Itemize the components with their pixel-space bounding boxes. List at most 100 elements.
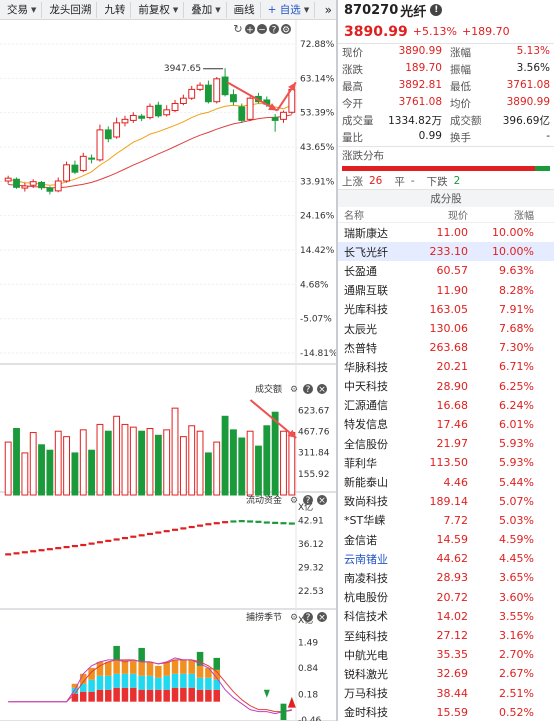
component-row[interactable]: 瑞斯康达 11.00 10.00%: [338, 223, 554, 242]
season-axis-label: 1.49: [298, 638, 318, 648]
component-row[interactable]: 太辰光 130.06 7.68%: [338, 319, 554, 338]
toolbar-button-label: 交易: [7, 4, 28, 16]
component-change: 3.60%: [499, 590, 534, 604]
help-icon[interactable]: ?: [306, 385, 311, 395]
component-row[interactable]: 通鼎互联 11.90 8.28%: [338, 281, 554, 300]
candle-body: [63, 164, 70, 182]
candle-body: [163, 109, 171, 116]
component-row[interactable]: 长飞光纤 233.10 10.00%: [338, 242, 554, 262]
liquidity-step: [155, 531, 162, 534]
candle-body: [138, 115, 146, 119]
price-axis-label: 33.91%: [300, 177, 335, 187]
stat-cell: 成交量 1334.82万: [338, 113, 446, 128]
settings-icon[interactable]: ⚙: [282, 26, 290, 36]
help-icon[interactable]: ?: [306, 496, 311, 506]
chart-area[interactable]: 72.88% 63.14% 53.39% 43.65% 33.91% 24.16% 14.4…: [0, 20, 336, 721]
volume-bar: [104, 430, 112, 496]
component-name: 万马科技: [344, 687, 388, 701]
component-price: 17.46: [436, 417, 469, 431]
component-price: 113.50: [429, 456, 469, 470]
components-list[interactable]: 瑞斯康达 11.00 10.00% 长飞光纤 233.10 10.00% 长盈通 60.57 9…: [338, 223, 554, 721]
component-row[interactable]: 云南锗业 44.62 4.45%: [338, 549, 554, 568]
stat-key: 振幅: [450, 64, 471, 76]
liquidity-axis-label: 42.91: [298, 517, 324, 527]
toolbar-button-1[interactable]: 龙头回溯: [44, 1, 98, 18]
component-row[interactable]: 长盈通 60.57 9.63%: [338, 261, 554, 280]
refresh-icon[interactable]: ↻: [233, 23, 242, 36]
component-row[interactable]: 新能泰山 4.46 5.44%: [338, 472, 554, 491]
component-row[interactable]: *ST华嵘 7.72 5.03%: [338, 511, 554, 530]
help-icon-bg: [269, 24, 279, 34]
gear-icon[interactable]: ⚙: [290, 496, 298, 506]
component-row[interactable]: 特发信息 17.46 6.01%: [338, 415, 554, 434]
toolbar-button-4[interactable]: 叠加 ▼: [186, 1, 227, 18]
close-icon[interactable]: ×: [318, 385, 326, 395]
stat-cell: 现价 3890.99: [338, 45, 446, 60]
col-pct[interactable]: 涨幅: [514, 211, 534, 222]
close-icon[interactable]: ×: [318, 496, 326, 506]
toolbar-button-5[interactable]: 画线: [229, 1, 261, 18]
season-bar-cyan: [88, 679, 95, 692]
component-row[interactable]: 金时科技 15.59 0.52%: [338, 703, 554, 721]
gear-icon[interactable]: ⚙: [290, 385, 298, 395]
liquidity-step: [13, 552, 20, 555]
col-name[interactable]: 名称: [344, 211, 364, 222]
candle-body: [154, 104, 162, 117]
season-bar-red: [71, 693, 79, 702]
component-row[interactable]: 万马科技 38.44 2.51%: [338, 684, 554, 703]
components-title: 成分股: [338, 189, 554, 207]
component-change: 0.52%: [499, 705, 534, 719]
component-row[interactable]: 致尚科技 189.14 5.07%: [338, 492, 554, 511]
component-row[interactable]: 锐科激光 32.69 2.67%: [338, 664, 554, 683]
zoom-in-icon[interactable]: +: [246, 26, 254, 36]
toolbar-button-6[interactable]: + 自选 ▼: [263, 1, 316, 18]
toolbar-button-2[interactable]: 九转: [99, 1, 132, 18]
candle-body: [146, 105, 154, 119]
season-title: 捕捞季节: [246, 611, 282, 623]
component-row[interactable]: 科信技术 14.02 3.55%: [338, 607, 554, 626]
component-price: 233.10: [429, 245, 469, 259]
help-icon[interactable]: ?: [306, 613, 311, 623]
component-row[interactable]: 菲利华 113.50 5.93%: [338, 453, 554, 472]
component-row[interactable]: 中天科技 28.90 6.25%: [338, 377, 554, 396]
component-row[interactable]: 中航光电 35.35 2.70%: [338, 645, 554, 664]
close-icon[interactable]: ×: [318, 613, 326, 623]
component-row[interactable]: 杰普特 263.68 7.30%: [338, 338, 554, 357]
price-axis-label: 53.39%: [300, 109, 335, 119]
component-row[interactable]: 光库科技 163.05 7.91%: [338, 300, 554, 319]
liquidity-step: [255, 520, 262, 523]
component-row[interactable]: 金信诺 14.59 4.59%: [338, 530, 554, 549]
component-row[interactable]: 南凌科技 28.93 3.65%: [338, 568, 554, 587]
component-row[interactable]: 至纯科技 27.12 3.16%: [338, 626, 554, 645]
component-price: 20.72: [436, 590, 469, 604]
component-row[interactable]: 杭电股份 20.72 3.60%: [338, 588, 554, 607]
volume-bar: [38, 444, 45, 496]
panel-divider[interactable]: [336, 0, 338, 721]
stat-key: 涨幅: [450, 47, 471, 59]
volume-bar: [154, 434, 162, 496]
col-price[interactable]: 现价: [448, 211, 468, 222]
component-row[interactable]: 汇源通信 16.68 6.24%: [338, 396, 554, 415]
season-bar-orange: [205, 667, 212, 678]
toolbar-button-0[interactable]: 交易 ▼: [2, 1, 43, 18]
component-row[interactable]: 华脉科技 20.21 6.71%: [338, 357, 554, 376]
season-bar-orange: [96, 661, 104, 676]
component-price: 60.57: [436, 264, 469, 278]
season-bar-red: [180, 687, 187, 702]
season-bar-cyan: [180, 673, 187, 688]
component-row[interactable]: 全信股份 21.97 5.93%: [338, 434, 554, 453]
season-bar-green-neg: [280, 703, 287, 720]
chart-canvas[interactable]: 72.88% 63.14% 53.39% 43.65% 33.91% 24.16% 14.4…: [0, 20, 336, 721]
gear-icon[interactable]: ⚙: [290, 613, 298, 623]
info-icon[interactable]: !: [430, 4, 443, 16]
help-icon[interactable]: ?: [272, 26, 277, 36]
annotation-arrow-head: [288, 82, 296, 92]
toolbar-button-3[interactable]: 前复权 ▼: [133, 1, 185, 18]
volume-axis-label: 155.92: [298, 470, 330, 480]
volume-annotation-arrow: [249, 399, 297, 439]
down-count: 2: [453, 175, 461, 187]
zoom-out-icon[interactable]: −: [258, 26, 266, 36]
component-name: 至纯科技: [344, 629, 388, 643]
season-bar-cyan: [121, 673, 129, 688]
double-chevron-right-icon[interactable]: »: [324, 2, 332, 17]
